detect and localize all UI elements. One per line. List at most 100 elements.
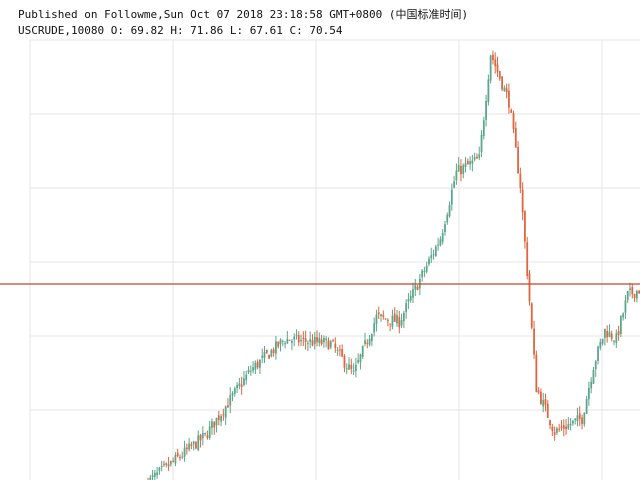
candle-body bbox=[240, 384, 243, 387]
candle-body bbox=[393, 313, 396, 322]
candle-body bbox=[211, 421, 213, 428]
candle-body bbox=[471, 160, 474, 164]
candle-body bbox=[341, 349, 344, 357]
candle-body bbox=[348, 364, 350, 370]
candle-body bbox=[201, 433, 204, 439]
candle-body bbox=[517, 147, 519, 174]
candle-body bbox=[343, 355, 346, 368]
candle-body bbox=[560, 426, 563, 428]
candle-body bbox=[156, 472, 159, 476]
candle-body bbox=[603, 328, 606, 338]
candle-body bbox=[528, 273, 531, 302]
candle-body bbox=[224, 406, 227, 418]
candle-body bbox=[256, 361, 259, 368]
candle-body bbox=[537, 390, 540, 393]
candle-body bbox=[496, 64, 499, 72]
candle-body bbox=[402, 312, 405, 322]
candle-body bbox=[332, 340, 334, 342]
candle-body bbox=[482, 120, 485, 137]
candle-body bbox=[434, 246, 437, 256]
candle-body bbox=[302, 337, 305, 339]
candle-body bbox=[350, 364, 353, 369]
candle-body bbox=[213, 421, 216, 428]
candle-body bbox=[421, 270, 424, 278]
candle-body bbox=[590, 381, 593, 389]
candle-body bbox=[396, 315, 398, 324]
candle-body bbox=[473, 157, 476, 160]
candle-body bbox=[217, 415, 220, 421]
candle-body bbox=[437, 244, 440, 246]
candle-body bbox=[542, 399, 545, 407]
candle-body bbox=[176, 452, 179, 457]
candle-body bbox=[322, 338, 325, 343]
candle-body bbox=[288, 339, 291, 341]
candle-body bbox=[457, 164, 460, 172]
candle-body bbox=[608, 331, 611, 337]
candle-body bbox=[562, 425, 565, 429]
candle-body bbox=[526, 242, 529, 277]
candle-body bbox=[633, 293, 636, 298]
candle-body bbox=[494, 59, 497, 67]
candle-body bbox=[199, 434, 202, 441]
candle-body bbox=[423, 271, 426, 273]
candle-body bbox=[576, 415, 579, 422]
candle-body bbox=[190, 444, 193, 447]
candle-body bbox=[444, 224, 446, 233]
candle-body bbox=[428, 258, 430, 265]
candle-body bbox=[487, 79, 490, 103]
candle-body bbox=[544, 399, 547, 405]
candle-body bbox=[327, 340, 330, 350]
candle-body bbox=[571, 420, 574, 424]
ohlc-line: USCRUDE,10080 O: 69.82 H: 71.86 L: 67.61… bbox=[18, 24, 343, 37]
candle-body bbox=[236, 385, 238, 389]
candle-body bbox=[291, 340, 293, 343]
candle-body bbox=[508, 90, 510, 108]
candle-body bbox=[619, 316, 622, 334]
candle-body bbox=[238, 383, 241, 386]
candle-body bbox=[311, 340, 314, 346]
candle-body bbox=[638, 290, 640, 294]
candle-body bbox=[441, 232, 444, 242]
candle-body bbox=[512, 112, 515, 130]
candle-body bbox=[626, 290, 629, 301]
candle-body bbox=[364, 340, 366, 344]
candle-body bbox=[469, 161, 472, 165]
candle-body bbox=[297, 335, 300, 343]
candle-body bbox=[407, 299, 410, 302]
candle-body bbox=[188, 443, 191, 450]
candle-body bbox=[382, 314, 385, 317]
candle-body bbox=[476, 156, 478, 159]
candle-body bbox=[167, 464, 170, 467]
candle-body bbox=[549, 420, 551, 426]
candle-body bbox=[492, 54, 494, 61]
candle-body bbox=[151, 475, 154, 478]
candle-body bbox=[530, 303, 533, 328]
candle-body bbox=[329, 341, 332, 348]
candle-body bbox=[535, 354, 538, 393]
candle-body bbox=[286, 338, 289, 344]
candle-body bbox=[172, 460, 175, 462]
candle-body bbox=[277, 341, 280, 347]
candle-body bbox=[247, 369, 250, 373]
candle-body bbox=[245, 374, 248, 381]
candle-body bbox=[610, 333, 613, 339]
candle-body bbox=[624, 300, 627, 313]
candle-body bbox=[464, 163, 467, 167]
candle-body bbox=[556, 428, 558, 433]
candle-body bbox=[635, 290, 638, 299]
candle-body bbox=[546, 403, 549, 418]
candle-body bbox=[489, 55, 492, 81]
candle-body bbox=[425, 265, 428, 272]
candle-body bbox=[185, 447, 188, 450]
candle-body bbox=[416, 286, 419, 291]
candle-body bbox=[231, 393, 234, 396]
candle-body bbox=[229, 394, 232, 406]
candle-body bbox=[320, 339, 323, 345]
candle-body bbox=[265, 349, 268, 353]
candle-body bbox=[160, 465, 163, 467]
candle-body bbox=[594, 361, 597, 370]
candle-body bbox=[279, 339, 282, 345]
candle-body bbox=[206, 435, 209, 438]
candle-body bbox=[259, 359, 261, 368]
